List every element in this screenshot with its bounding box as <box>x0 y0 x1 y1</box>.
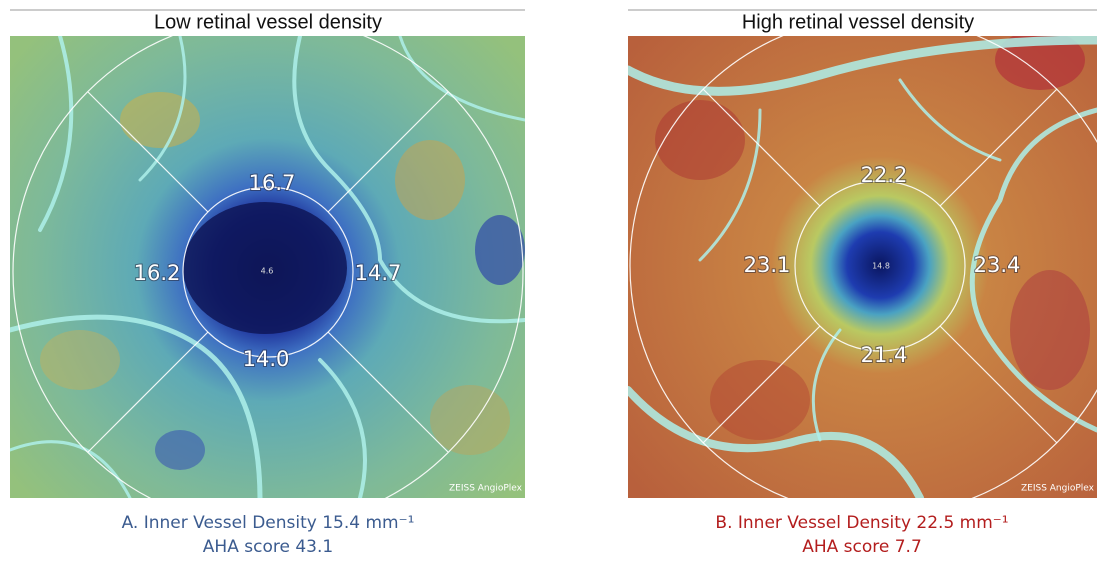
sector-value: 16.7 <box>249 171 296 195</box>
angiogram: 22.2 23.1 23.4 21.4 14.8 ZEISS AngioPlex <box>628 16 1097 516</box>
blob <box>120 92 200 148</box>
sector-value: 23.4 <box>974 253 1021 277</box>
page: {"panels": [ {"header": "Low retinal ves… <box>0 0 1097 559</box>
panel-header: High retinal vessel density <box>742 11 974 33</box>
blob <box>430 385 510 455</box>
panel-header: Low retinal vessel density <box>154 11 382 33</box>
panel-b: High retinal vessel density 22.2 23.1 23… <box>628 10 1097 557</box>
blob <box>40 330 120 390</box>
figure: Low retinal vessel density 16.7 <box>0 0 1097 559</box>
caption: AHA score 7.7 <box>802 537 922 557</box>
sector-value: 14.7 <box>355 261 402 285</box>
blob <box>1010 270 1090 390</box>
blob <box>710 360 810 440</box>
blob <box>655 100 745 180</box>
blob <box>475 215 525 285</box>
center-value: 4.6 <box>261 267 274 276</box>
watermark: ZEISS AngioPlex <box>449 484 523 494</box>
sector-value: 22.2 <box>861 163 908 187</box>
blob <box>155 430 205 470</box>
blob <box>395 140 465 220</box>
center-value: 14.8 <box>872 262 890 271</box>
sector-value: 14.0 <box>243 347 290 371</box>
sector-value: 16.2 <box>134 261 181 285</box>
caption: A. Inner Vessel Density 15.4 mm⁻¹ <box>122 513 415 533</box>
caption: B. Inner Vessel Density 22.5 mm⁻¹ <box>715 513 1008 533</box>
panel-a: Low retinal vessel density 16.7 <box>10 10 525 557</box>
caption: AHA score 43.1 <box>203 537 333 557</box>
sector-value: 23.1 <box>744 253 791 277</box>
watermark: ZEISS AngioPlex <box>1021 484 1095 494</box>
sector-value: 21.4 <box>861 343 908 367</box>
angiogram: 16.7 16.2 14.7 14.0 4.6 ZEISS AngioPlex <box>10 17 525 527</box>
